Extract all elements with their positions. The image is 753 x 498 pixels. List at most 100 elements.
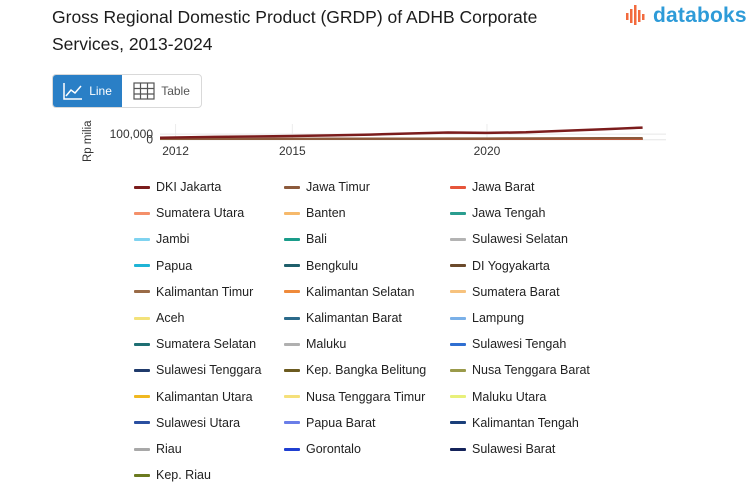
- databoks-logo[interactable]: databoks: [626, 3, 747, 29]
- legend-swatch: [284, 395, 300, 399]
- legend-swatch: [450, 211, 466, 215]
- legend-item[interactable]: Nusa Tenggara Timur: [284, 388, 425, 406]
- legend-label: Sulawesi Barat: [472, 442, 556, 456]
- legend-label: Papua Barat: [306, 415, 376, 430]
- series-line[interactable]: [137, 137, 643, 140]
- series-line[interactable]: [137, 126, 643, 139]
- legend-swatch: [134, 185, 150, 189]
- legend-swatch: [450, 185, 466, 189]
- view-toggle: Line Table: [52, 74, 202, 108]
- legend-swatch: [134, 395, 150, 399]
- line-view-button[interactable]: Line: [53, 75, 123, 107]
- legend-label: Maluku: [306, 337, 347, 352]
- legend-swatch: [284, 368, 300, 372]
- legend-item[interactable]: Kalimantan Tengah: [450, 414, 579, 432]
- legend-item[interactable]: Sulawesi Tenggara: [134, 361, 261, 379]
- legend-item[interactable]: Sulawesi Selatan: [450, 230, 568, 248]
- chart-legend: DKI Jakarta Jawa Timur Jawa Barat Sumatera …: [134, 178, 614, 490]
- legend-item[interactable]: Papua Barat: [284, 414, 376, 432]
- legend-item[interactable]: Papua: [134, 257, 192, 275]
- legend-item[interactable]: Maluku Utara: [450, 388, 546, 406]
- legend-item[interactable]: Aceh: [134, 309, 185, 327]
- legend-item[interactable]: Sulawesi Utara: [134, 414, 240, 432]
- legend-item[interactable]: Kalimantan Utara: [134, 388, 253, 406]
- legend-item[interactable]: Lampung: [450, 309, 524, 327]
- y-tick-label: 0: [146, 133, 153, 147]
- legend-label: Banten: [306, 206, 346, 221]
- legend-item[interactable]: Kep. Riau: [134, 466, 211, 484]
- line-view-label: Line: [89, 84, 112, 98]
- legend-swatch: [450, 264, 466, 268]
- legend-label: Sulawesi Tenggara: [156, 363, 262, 378]
- x-tick-label: 2015: [279, 144, 306, 158]
- legend-item[interactable]: Banten: [284, 204, 346, 222]
- legend-item[interactable]: Maluku: [284, 335, 346, 353]
- legend-item[interactable]: Jambi: [134, 230, 189, 248]
- legend-swatch: [450, 342, 466, 346]
- y-tick-label: 100,000: [110, 127, 154, 141]
- legend-swatch: [450, 421, 466, 425]
- legend-item[interactable]: Sumatera Utara: [134, 204, 244, 222]
- series-lines: [137, 126, 643, 140]
- legend-label: Sulawesi Tengah: [472, 337, 567, 352]
- legend-swatch: [134, 264, 150, 268]
- legend-swatch: [450, 237, 466, 241]
- legend-swatch: [134, 316, 150, 320]
- legend-item[interactable]: Nusa Tenggara Barat: [450, 361, 590, 379]
- legend-item[interactable]: Kalimantan Selatan: [284, 283, 414, 301]
- legend-label: Sumatera Barat: [472, 284, 560, 299]
- legend-label: Bali: [306, 232, 327, 247]
- table-view-button[interactable]: Table: [122, 75, 201, 107]
- legend-item[interactable]: Sumatera Barat: [450, 283, 560, 301]
- legend-item[interactable]: Riau: [134, 440, 182, 458]
- y-axis-label: Rp milia: [82, 120, 94, 162]
- line-chart-icon: [63, 83, 83, 100]
- legend-swatch: [284, 316, 300, 320]
- legend-item[interactable]: Jawa Tengah: [450, 204, 545, 222]
- legend-label: Kalimantan Selatan: [306, 284, 415, 299]
- legend-label: Jawa Barat: [472, 180, 535, 194]
- legend-swatch: [134, 237, 150, 241]
- legend-item[interactable]: DI Yogyakarta: [450, 257, 550, 275]
- legend-item[interactable]: Bali: [284, 230, 327, 248]
- legend-label: Kep. Riau: [156, 468, 211, 483]
- legend-swatch: [134, 290, 150, 294]
- legend-item[interactable]: Sulawesi Tengah: [450, 335, 566, 353]
- legend-item[interactable]: Kalimantan Barat: [284, 309, 402, 327]
- logo-text: databoks: [653, 4, 747, 27]
- legend-swatch: [134, 342, 150, 346]
- table-view-label: Table: [161, 84, 190, 98]
- legend-label: Kep. Bangka Belitung: [306, 363, 427, 378]
- legend-item[interactable]: DKI Jakarta: [134, 178, 221, 196]
- legend-item[interactable]: Jawa Timur: [284, 178, 370, 196]
- legend-swatch: [450, 290, 466, 294]
- legend-item[interactable]: Kalimantan Timur: [134, 283, 253, 301]
- databoks-logo-icon: [626, 5, 645, 25]
- legend-swatch: [450, 395, 466, 399]
- legend-swatch: [284, 290, 300, 294]
- legend-label: Kalimantan Tengah: [472, 415, 579, 430]
- legend-label: Nusa Tenggara Barat: [472, 363, 590, 378]
- legend-label: Maluku Utara: [472, 389, 547, 404]
- legend-label: Kalimantan Barat: [306, 311, 402, 325]
- legend-label: Gorontalo: [306, 442, 361, 456]
- legend-item[interactable]: Bengkulu: [284, 257, 358, 275]
- x-tick-label: 2012: [162, 144, 189, 158]
- legend-item[interactable]: Kep. Bangka Belitung: [284, 361, 426, 379]
- legend-label: Sulawesi Utara: [156, 415, 241, 430]
- legend-swatch: [450, 368, 466, 372]
- legend-label: Riau: [156, 442, 182, 456]
- legend-label: Kalimantan Utara: [156, 389, 253, 404]
- legend-item[interactable]: Jawa Barat: [450, 178, 535, 196]
- legend-label: DKI Jakarta: [156, 180, 222, 194]
- legend-item[interactable]: Gorontalo: [284, 440, 361, 458]
- legend-swatch: [284, 342, 300, 346]
- legend-swatch: [284, 264, 300, 268]
- legend-label: Bengkulu: [306, 258, 359, 273]
- legend-label: Lampung: [472, 311, 525, 325]
- legend-item[interactable]: Sulawesi Barat: [450, 440, 555, 458]
- legend-item[interactable]: Sumatera Selatan: [134, 335, 256, 353]
- legend-swatch: [284, 237, 300, 241]
